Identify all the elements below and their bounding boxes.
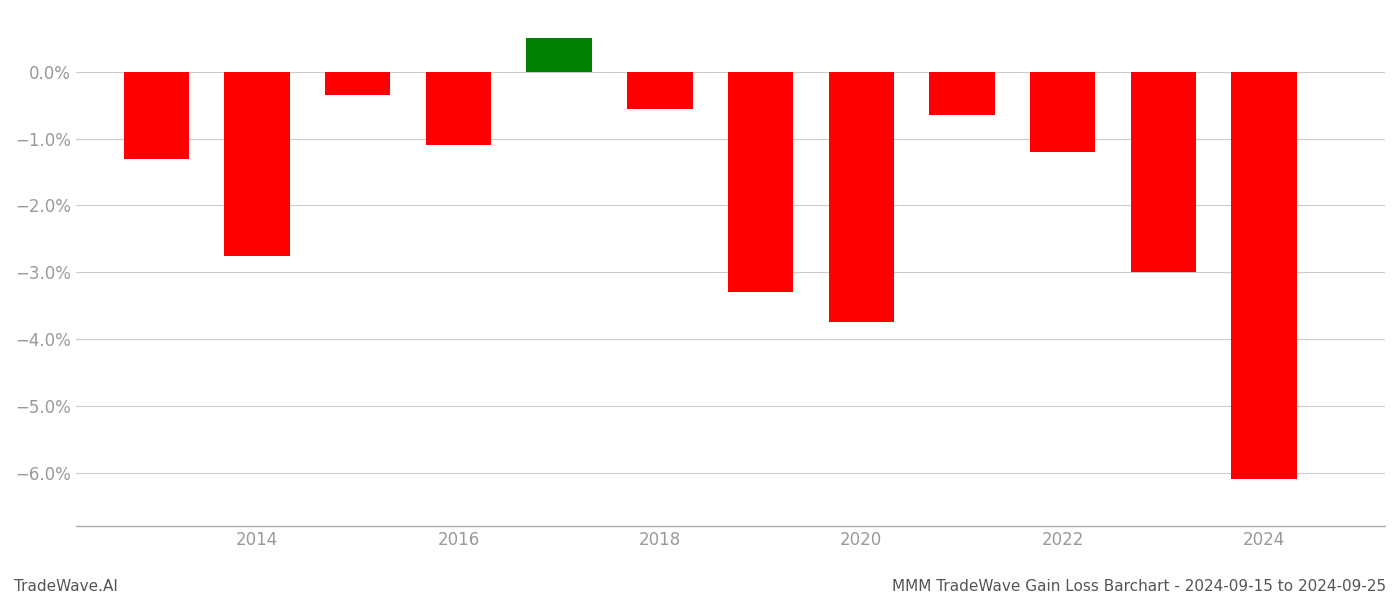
Bar xyxy=(224,72,290,256)
Bar xyxy=(728,72,794,292)
Text: MMM TradeWave Gain Loss Barchart - 2024-09-15 to 2024-09-25: MMM TradeWave Gain Loss Barchart - 2024-… xyxy=(892,579,1386,594)
Bar xyxy=(526,38,592,72)
Bar xyxy=(123,72,189,158)
Bar xyxy=(1232,72,1296,479)
Bar xyxy=(1030,72,1095,152)
Bar xyxy=(627,72,693,109)
Bar xyxy=(829,72,895,322)
Text: TradeWave.AI: TradeWave.AI xyxy=(14,579,118,594)
Bar xyxy=(325,72,391,95)
Bar xyxy=(930,72,995,115)
Bar xyxy=(1131,72,1196,272)
Bar xyxy=(426,72,491,145)
